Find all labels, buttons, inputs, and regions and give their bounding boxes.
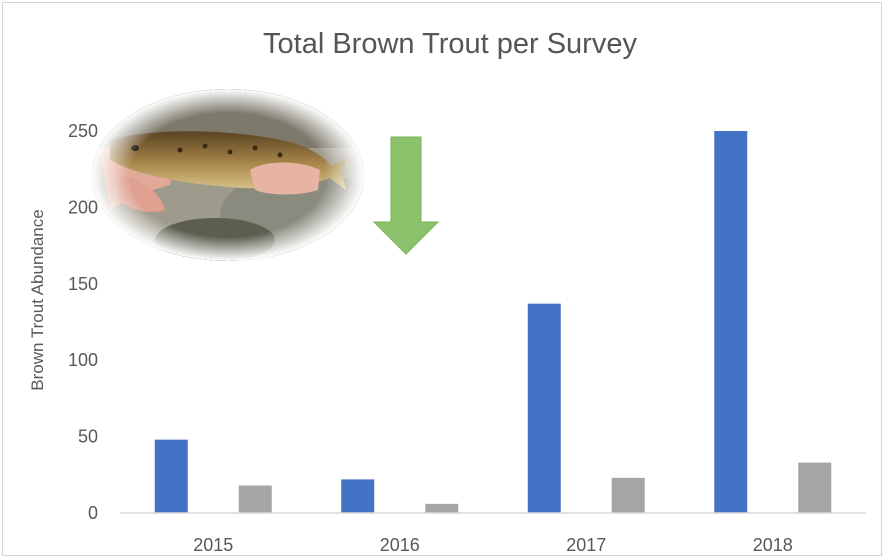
brown-trout-photo	[92, 89, 364, 261]
bars	[154, 131, 832, 513]
y-tick-label: 200	[68, 197, 98, 217]
bar-2017-series-2	[611, 477, 645, 513]
y-tick-label: 150	[68, 274, 98, 294]
x-axis-ticks: 2015 2016 2017 2018	[193, 535, 793, 555]
bar-2018-series-1	[714, 131, 748, 513]
x-tick-label: 2018	[753, 535, 793, 555]
bar-2015-series-2	[238, 485, 272, 513]
x-tick-label: 2016	[380, 535, 420, 555]
y-tick-label: 250	[68, 121, 98, 141]
y-tick-label: 100	[68, 350, 98, 370]
bar-2016-series-1	[341, 479, 375, 513]
y-axis-ticks: 0 50 100 150 200 250	[68, 121, 98, 523]
bar-2015-series-1	[154, 439, 188, 513]
chart-title: Total Brown Trout per Survey	[263, 28, 637, 60]
bar-2018-series-2	[798, 462, 832, 513]
x-tick-label: 2017	[566, 535, 606, 555]
down-arrow-icon	[372, 136, 440, 255]
x-tick-label: 2015	[193, 535, 233, 555]
bar-2016-series-2	[425, 503, 459, 513]
y-axis-label: Brown Trout Abundance	[28, 209, 47, 390]
y-tick-label: 50	[78, 427, 98, 447]
y-tick-label: 0	[88, 503, 98, 523]
bar-2017-series-1	[527, 303, 561, 513]
